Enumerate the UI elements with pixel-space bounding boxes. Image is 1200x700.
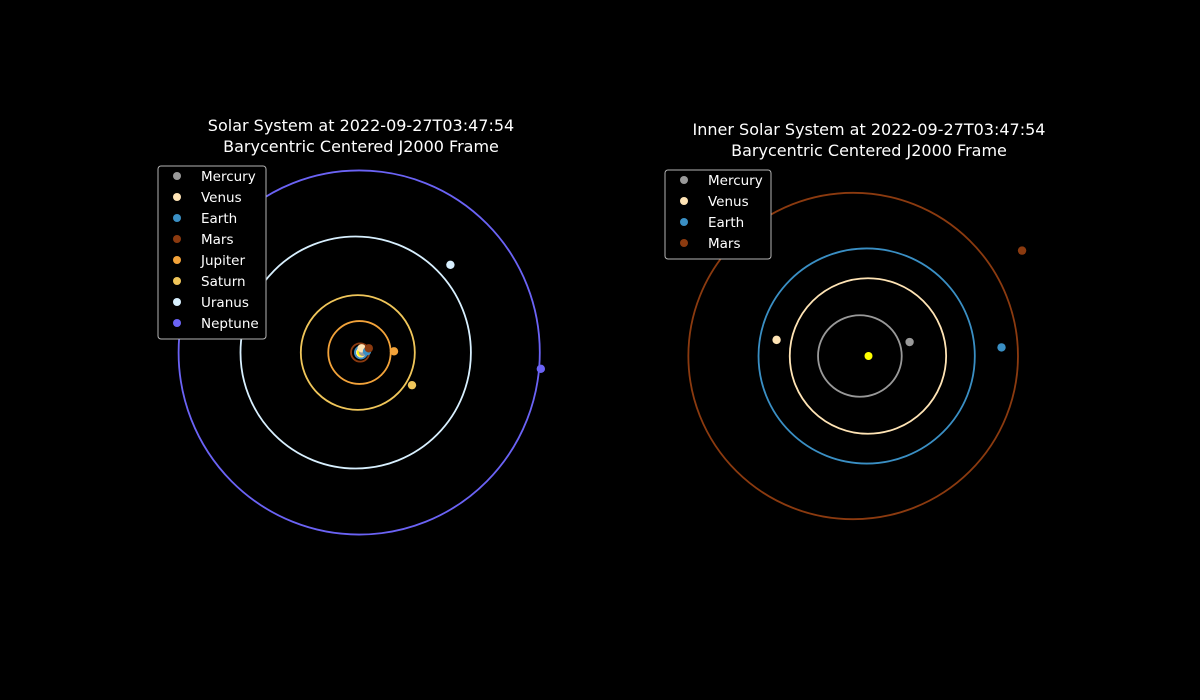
legend-label-earth: Earth bbox=[201, 211, 237, 227]
legend-marker-uranus bbox=[173, 298, 181, 306]
legend-label-neptune: Neptune bbox=[201, 316, 259, 332]
planet-mars bbox=[1017, 246, 1027, 255]
planet-venus bbox=[772, 335, 781, 345]
legend-label-jupiter: Jupiter bbox=[200, 253, 245, 269]
planet-neptune bbox=[536, 364, 546, 374]
legend-label-saturn: Saturn bbox=[201, 274, 246, 290]
legend-marker-mercury bbox=[680, 176, 688, 184]
planet-uranus bbox=[446, 260, 455, 269]
panel-1-legend: Mercury Venus Earth Mars Jupiter Saturn Uranus… bbox=[157, 165, 267, 340]
panel-2-bodies bbox=[772, 246, 1027, 360]
legend-frame bbox=[157, 165, 267, 340]
planet-mars bbox=[364, 344, 373, 353]
planet-jupiter bbox=[389, 347, 399, 356]
sun-marker bbox=[864, 352, 873, 360]
legend-marker-saturn bbox=[173, 277, 181, 285]
panel-1-title: Solar System at 2022-09-27T03:47:54 bbox=[208, 116, 514, 135]
legend-label-earth: Earth bbox=[708, 215, 744, 231]
legend-label-uranus: Uranus bbox=[201, 295, 249, 311]
legend-marker-earth bbox=[173, 214, 181, 222]
legend-label-mercury: Mercury bbox=[201, 169, 256, 185]
panel-1-subtitle: Barycentric Centered J2000 Frame bbox=[223, 137, 499, 156]
legend-label-mars: Mars bbox=[201, 232, 234, 248]
legend-label-venus: Venus bbox=[201, 190, 242, 206]
legend-marker-jupiter bbox=[173, 256, 181, 264]
legend-marker-mars bbox=[680, 239, 688, 247]
panel-2-legend: Mercury Venus Earth Mars bbox=[664, 169, 772, 260]
panel-2-orbits bbox=[687, 191, 1019, 521]
orbit-neptune bbox=[177, 169, 541, 536]
orbit-earth bbox=[757, 247, 976, 465]
legend-marker-mars bbox=[173, 235, 181, 243]
orbit-saturn bbox=[299, 294, 416, 411]
orbit-venus bbox=[788, 277, 948, 435]
legend-label-mars: Mars bbox=[708, 236, 741, 252]
legend-marker-venus bbox=[173, 193, 181, 201]
planet-mercury bbox=[905, 337, 914, 347]
planet-saturn bbox=[407, 380, 417, 390]
legend-label-mercury: Mercury bbox=[708, 173, 763, 189]
panel-2-subtitle: Barycentric Centered J2000 Frame bbox=[731, 141, 1007, 160]
panel-solar-system: Solar System at 2022-09-27T03:47:54 Bary… bbox=[157, 116, 546, 536]
legend-frame bbox=[664, 169, 772, 260]
legend-marker-mercury bbox=[173, 172, 181, 180]
legend-marker-neptune bbox=[173, 319, 181, 327]
panel-inner-solar-system: Inner Solar System at 2022-09-27T03:47:5… bbox=[664, 120, 1046, 521]
panel-2-title: Inner Solar System at 2022-09-27T03:47:5… bbox=[693, 120, 1046, 139]
orbit-uranus bbox=[239, 235, 472, 470]
orbit-mercury bbox=[817, 314, 903, 398]
planet-earth bbox=[997, 343, 1006, 352]
legend-marker-earth bbox=[680, 218, 688, 226]
panel-1-bodies bbox=[357, 260, 546, 390]
legend-label-venus: Venus bbox=[708, 194, 749, 210]
legend-marker-venus bbox=[680, 197, 688, 205]
orbit-mars bbox=[687, 191, 1019, 521]
